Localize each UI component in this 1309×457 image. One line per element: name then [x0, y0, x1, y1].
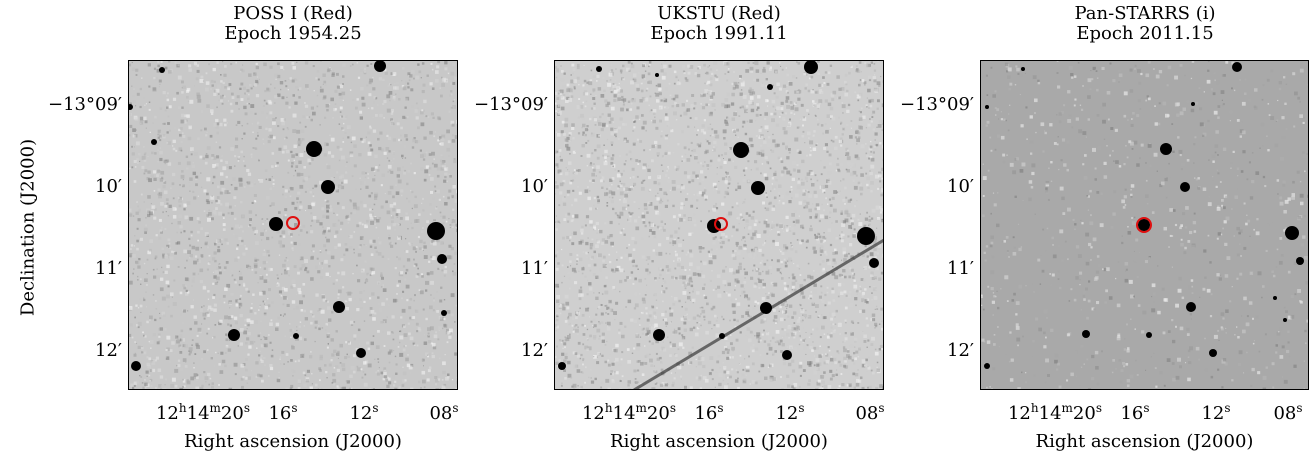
image-grain	[554, 60, 884, 390]
star	[293, 333, 299, 339]
y-tick: −13°09′	[474, 94, 548, 115]
image-frame	[128, 60, 458, 390]
y-tick: 11′	[521, 258, 548, 279]
star	[782, 350, 792, 360]
star	[1209, 349, 1217, 357]
sky-image	[554, 60, 884, 390]
x-tick: 16s	[1120, 401, 1150, 424]
x-tick: 12h14m20s	[155, 401, 250, 424]
star	[1180, 182, 1190, 192]
star	[1146, 332, 1152, 338]
sky-image	[128, 60, 458, 390]
star	[131, 361, 141, 371]
star	[1283, 318, 1287, 322]
x-tick: 12s	[349, 401, 379, 424]
panel-title: Pan-STARRS (i) Epoch 2011.15	[980, 4, 1309, 44]
star	[984, 363, 990, 369]
star	[427, 222, 445, 240]
star	[655, 73, 659, 77]
y-tick: −13°09′	[900, 94, 974, 115]
epoch-label: Epoch 2011.15	[1076, 23, 1214, 44]
x-tick: 08s	[429, 401, 459, 424]
y-tick: 12′	[95, 340, 122, 361]
star	[1285, 226, 1299, 240]
image-grain	[128, 60, 458, 390]
y-tick: 11′	[947, 258, 974, 279]
x-tick: 16s	[268, 401, 298, 424]
star	[985, 105, 989, 109]
star	[1191, 102, 1195, 106]
image-frame	[554, 60, 884, 390]
star	[441, 310, 447, 316]
star	[269, 217, 283, 231]
star	[719, 333, 725, 339]
panel-title: POSS I (Red) Epoch 1954.25	[128, 4, 458, 44]
star	[760, 302, 772, 314]
star	[1138, 219, 1150, 231]
star	[159, 67, 165, 73]
star	[1296, 257, 1304, 265]
star	[333, 301, 345, 313]
x-tick: 08s	[1273, 401, 1303, 424]
y-tick: 12′	[947, 340, 974, 361]
x-tick: 12s	[775, 401, 805, 424]
x-tick: 12h14m20s	[1007, 401, 1102, 424]
panel-title: UKSTU (Red) Epoch 1991.11	[554, 4, 884, 44]
sky-image	[980, 60, 1309, 390]
y-tick: 12′	[521, 340, 548, 361]
x-tick: 12h14m20s	[581, 401, 676, 424]
star	[151, 139, 157, 145]
y-tick: −13°09′	[48, 94, 122, 115]
y-tick: 10′	[95, 176, 122, 197]
star	[437, 254, 447, 264]
x-tick: 08s	[855, 401, 885, 424]
target-marker	[714, 217, 728, 231]
star	[1273, 296, 1277, 300]
image-grain	[980, 60, 1309, 390]
y-tick: 11′	[95, 258, 122, 279]
star	[321, 180, 335, 194]
star	[869, 258, 879, 268]
target-marker	[1136, 217, 1152, 233]
star	[767, 84, 773, 90]
star	[804, 60, 818, 74]
star	[1021, 67, 1025, 71]
y-axis-label: Declination (J2000)	[17, 138, 39, 317]
star	[857, 227, 875, 245]
star	[128, 104, 133, 110]
star	[1082, 330, 1090, 338]
star	[733, 142, 749, 158]
star	[558, 362, 566, 370]
y-tick: 10′	[521, 176, 548, 197]
star	[1232, 62, 1242, 72]
y-tick: 10′	[947, 176, 974, 197]
star	[356, 348, 366, 358]
star	[653, 329, 665, 341]
epoch-label: Epoch 1954.25	[224, 23, 362, 44]
x-tick: 12s	[1201, 401, 1231, 424]
x-axis-label: Right ascension (J2000)	[184, 431, 402, 452]
star	[374, 60, 386, 72]
satellite-streak	[633, 238, 884, 390]
epoch-label: Epoch 1991.11	[650, 23, 788, 44]
x-tick: 16s	[694, 401, 724, 424]
x-axis-label: Right ascension (J2000)	[610, 431, 828, 452]
star	[306, 141, 322, 157]
target-marker	[286, 216, 300, 230]
star	[707, 219, 721, 233]
star	[596, 66, 602, 72]
x-axis-label: Right ascension (J2000)	[1035, 431, 1254, 452]
star	[1186, 302, 1196, 312]
star	[228, 329, 240, 341]
star	[751, 181, 765, 195]
star	[1160, 143, 1172, 155]
